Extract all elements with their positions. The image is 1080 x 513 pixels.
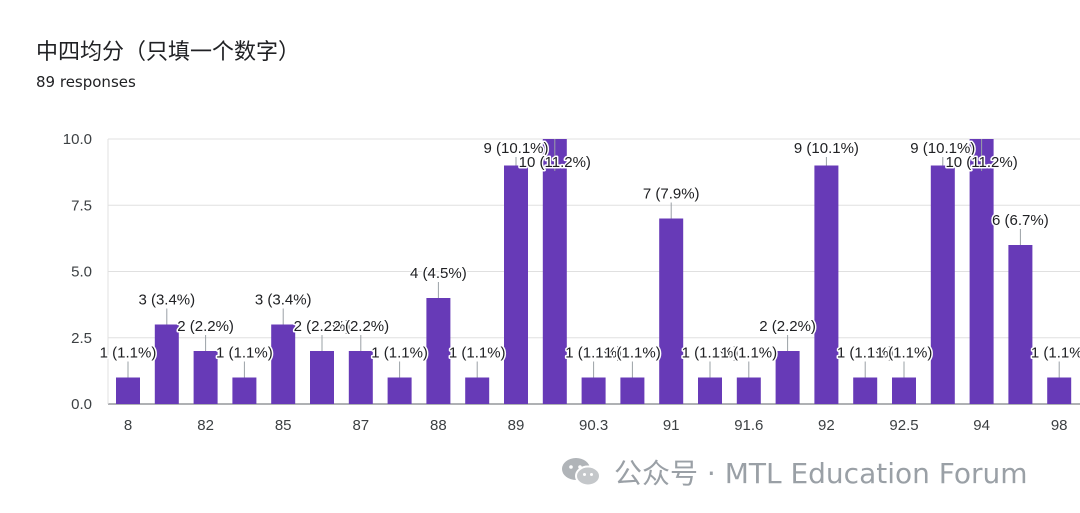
data-label: 2 (2.2%) xyxy=(177,318,234,335)
x-tick-label: 91 xyxy=(663,417,680,434)
bar xyxy=(387,377,412,404)
x-tick-label: 88 xyxy=(430,417,447,434)
bar xyxy=(232,377,257,404)
data-label: 1 (1.1%) xyxy=(876,345,933,362)
bar xyxy=(154,324,179,404)
bar-chart: 0.0 2.5 5.0 7.5 10.0 8 82 85 87 88 89 90.3 91 91.6 92 9… xyxy=(63,131,1080,434)
x-tick-label: 92 xyxy=(818,417,835,434)
bar xyxy=(620,377,645,404)
x-tick-label: 82 xyxy=(197,417,214,434)
data-label: 1 (1.1%) xyxy=(837,345,894,362)
data-label: 1 (1.1%) xyxy=(449,345,506,362)
bar xyxy=(271,324,296,404)
bar xyxy=(1047,377,1072,404)
bar xyxy=(892,377,916,404)
x-tick-label: 87 xyxy=(352,417,369,434)
x-tick-label: 92.5 xyxy=(889,417,918,434)
data-label: 1 (1.1%) xyxy=(100,345,157,362)
bar xyxy=(116,377,140,404)
x-tick-label: 90.3 xyxy=(579,417,608,434)
x-tick-label: 8 xyxy=(124,417,132,434)
x-tick-label: 89 xyxy=(508,417,525,434)
y-tick-label: 10.0 xyxy=(63,131,92,148)
bar xyxy=(853,377,878,404)
data-label: 7 (7.9%) xyxy=(643,186,700,203)
data-label: 4 (4.5%) xyxy=(410,265,467,282)
data-label: 6 (6.7%) xyxy=(992,212,1049,229)
data-label: 2 (2.2%) xyxy=(332,318,389,335)
x-tick-label: 94 xyxy=(973,417,990,434)
bar xyxy=(310,351,334,404)
bar xyxy=(969,139,994,404)
bar xyxy=(504,165,528,404)
data-label: 9 (10.1%) xyxy=(910,140,975,157)
data-label: 1 (1.1%) xyxy=(604,345,661,362)
bar xyxy=(581,377,606,404)
data-label: 2 (2.2%) xyxy=(294,318,351,335)
y-tick-label: 0.0 xyxy=(71,396,92,413)
y-tick-label: 2.5 xyxy=(71,330,92,347)
x-tick-label: 85 xyxy=(275,417,292,434)
data-label: 1 (1.1%) xyxy=(682,345,739,362)
y-tick-label: 5.0 xyxy=(71,264,92,281)
bar xyxy=(659,218,684,404)
watermark-text: 公众号 · MTL Education Forum xyxy=(614,457,1028,490)
data-label: 9 (10.1%) xyxy=(794,140,859,157)
data-label: 3 (3.4%) xyxy=(138,292,195,309)
wechat-icon xyxy=(562,458,601,487)
data-label: 9 (10.1%) xyxy=(483,140,548,157)
data-label: 10 (11.2%) xyxy=(945,154,1017,171)
x-tick-label: 91.6 xyxy=(734,417,763,434)
data-label: 1 (1.1%) xyxy=(216,345,273,362)
y-tick-label: 7.5 xyxy=(71,197,92,214)
data-label: 1 (1.1%) xyxy=(371,345,428,362)
data-label: 2 (2.2%) xyxy=(759,318,816,335)
data-label: 1 (1.1%) xyxy=(1031,345,1080,362)
bar xyxy=(542,139,567,404)
bar xyxy=(775,351,800,404)
data-label: 1 (1.1%) xyxy=(565,345,622,362)
data-label: 10 (11.2%) xyxy=(519,154,591,171)
bar xyxy=(193,351,218,404)
bar xyxy=(814,165,839,404)
x-tick-label: 98 xyxy=(1051,417,1068,434)
bar xyxy=(426,298,451,404)
data-label: 1 (1.1%) xyxy=(720,345,777,362)
bar xyxy=(1008,245,1033,404)
bar xyxy=(930,165,955,404)
bar xyxy=(698,377,722,404)
chart-title: 中四均分（只填一个数字） xyxy=(36,40,301,65)
bar xyxy=(736,377,761,404)
bar xyxy=(348,351,373,404)
bar xyxy=(465,377,490,404)
watermark: 公众号 · MTL Education Forum xyxy=(560,452,1028,492)
data-label: 3 (3.4%) xyxy=(255,292,312,309)
response-count: 89 responses xyxy=(36,73,136,91)
